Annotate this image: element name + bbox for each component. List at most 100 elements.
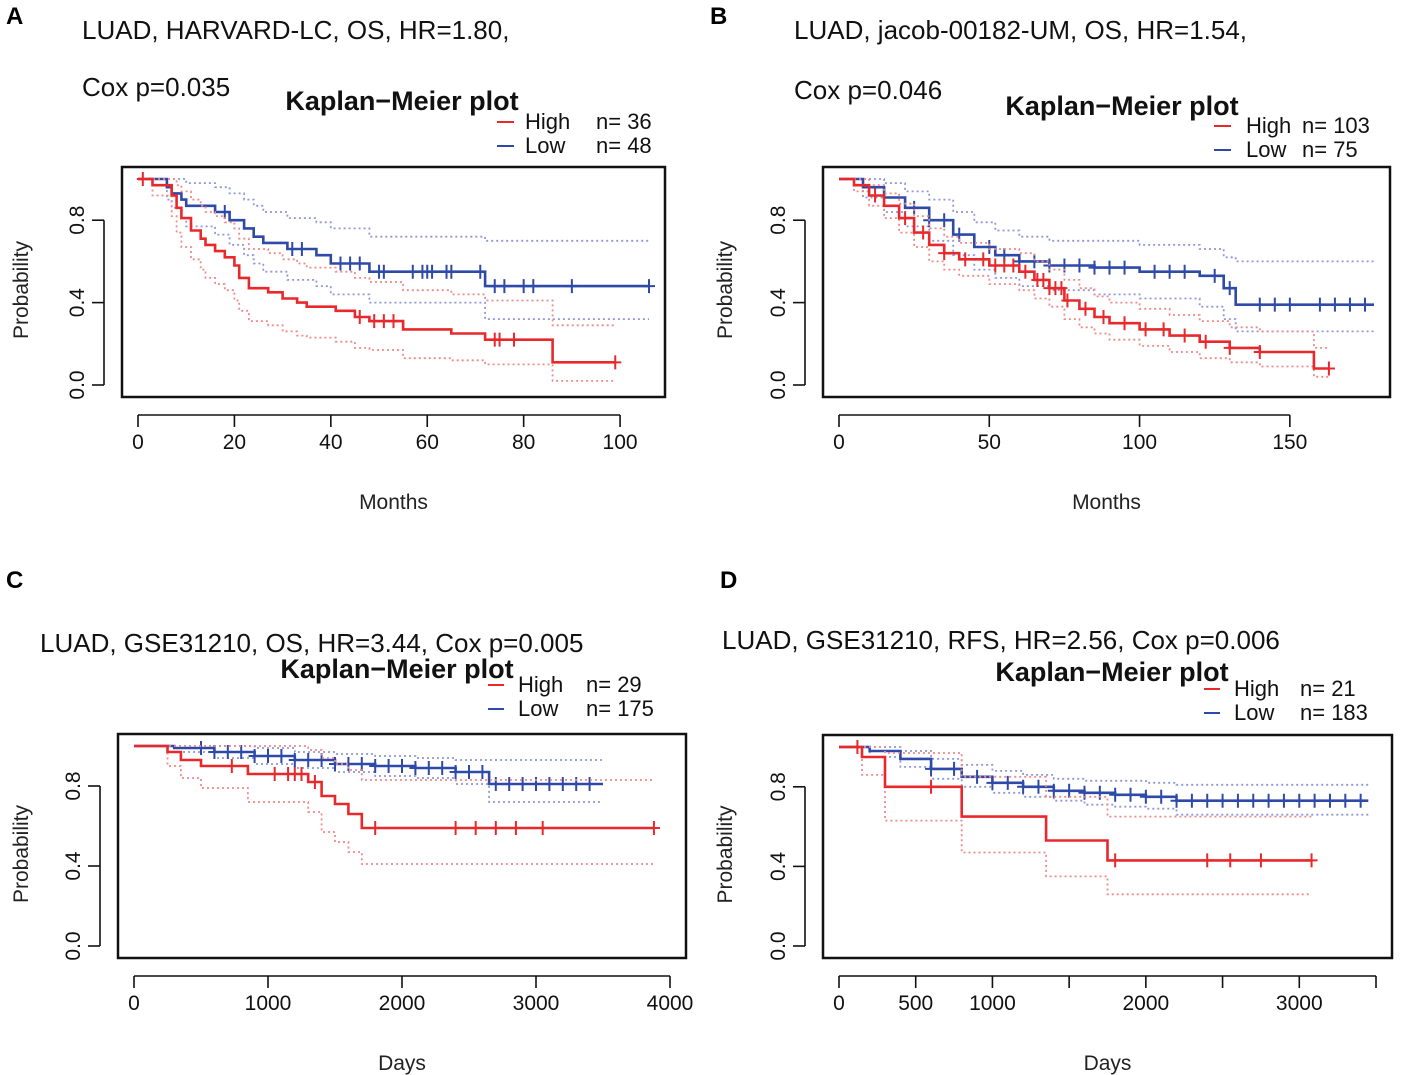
censor-mark-low: [908, 200, 921, 215]
censor-mark-high: [1253, 345, 1266, 360]
censor-mark-high: [308, 775, 321, 789]
legend-label-low: Low: [525, 133, 565, 158]
censor-mark-low: [1208, 268, 1221, 283]
censor-mark-high: [647, 821, 660, 835]
censor-mark-low: [382, 759, 395, 773]
y-tick-label: 0.8: [767, 772, 790, 801]
panel-a: A LUAD, HARVARD-LC, OS, HR=1.80, Cox p=0.0…: [0, 0, 704, 537]
censor-mark-low: [1216, 793, 1229, 808]
censor-mark-high: [353, 310, 366, 325]
censor-mark-low: [570, 777, 583, 791]
censor-mark-low: [1001, 775, 1014, 790]
censor-mark-low: [1032, 779, 1045, 794]
censor-mark-low: [295, 242, 308, 257]
censor-mark-low: [1103, 260, 1116, 275]
censor-mark-low: [208, 745, 221, 759]
censor-mark-low: [1124, 787, 1137, 802]
ci-upper-low: [839, 746, 1369, 786]
censor-mark-low: [302, 753, 315, 767]
censor-mark-low: [986, 775, 999, 790]
censor-mark-low: [476, 765, 489, 779]
censor-mark-low: [463, 765, 475, 779]
km-chart-c: C LUAD, GSE31210, OS, HR=3.44, Cox p=0.00…: [6, 567, 694, 1075]
legend-n-high: n= 21: [1300, 676, 1356, 701]
legend-n-high: n= 36: [596, 109, 652, 134]
km-chart-b: B LUAD, jacob-00182-UM, OS, HR=1.54, Cox p…: [710, 3, 1392, 514]
censor-mark-high: [1322, 361, 1335, 376]
censor-mark-low: [643, 279, 655, 294]
censor-mark-high: [1223, 340, 1236, 355]
ci-upper-high: [134, 745, 654, 781]
censor-mark-low: [925, 761, 938, 776]
series-low: [839, 745, 1369, 816]
censor-mark-high: [899, 211, 912, 226]
y-tick-label: 0.4: [62, 851, 85, 881]
censor-mark-high: [977, 252, 990, 267]
censor-mark-high: [1118, 316, 1131, 331]
ci-upper-high: [839, 178, 1329, 349]
plot-frame: [120, 165, 667, 399]
x-tick-label: 3000: [1276, 992, 1323, 1015]
censor-mark-low: [1170, 793, 1183, 808]
censor-mark-low: [1017, 779, 1030, 794]
ci-lower-high: [138, 178, 616, 382]
x-axis: 0 1000 2000 3000 4000: [128, 975, 694, 1015]
censor-mark-low: [474, 264, 487, 279]
x-axis: 0 50 100 150: [833, 414, 1307, 454]
y-tick-label: 0.0: [66, 370, 89, 399]
series-low: [839, 177, 1374, 333]
series-high: [839, 740, 1318, 896]
censor-mark-low: [353, 256, 366, 271]
censor-mark-low: [1343, 297, 1356, 312]
panel-heading: LUAD, HARVARD-LC, OS, HR=1.80,: [82, 15, 509, 45]
censor-mark-low: [436, 761, 449, 775]
y-tick-label: 0.8: [767, 206, 790, 235]
ci-lower-high: [134, 745, 654, 865]
censor-mark-high: [1157, 322, 1170, 337]
censor-mark-low: [1155, 789, 1168, 804]
km-chart-d: D LUAD, GSE31210, RFS, HR=2.56, Cox p=0.0…: [714, 567, 1394, 1075]
censor-mark-low: [409, 761, 422, 775]
censor-mark-low: [396, 759, 408, 773]
plot-frame: [821, 733, 1394, 960]
x-tick-label: 0: [128, 992, 140, 1015]
y-tick-label: 0.0: [767, 370, 790, 399]
censor-mark-low: [377, 264, 390, 279]
censor-mark-low: [218, 204, 231, 219]
y-axis-label: Probability: [10, 240, 33, 339]
series-high: [136, 172, 622, 382]
y-axis: 0.0 0.4 0.8: [767, 206, 806, 400]
legend-n-low: n= 175: [586, 696, 654, 721]
censor-mark-high: [1199, 334, 1212, 349]
x-tick-label: 4000: [647, 992, 694, 1015]
survival-curve-high: [134, 744, 654, 830]
censor-mark-low: [1063, 783, 1076, 798]
censor-mark-low: [938, 213, 951, 228]
ci-lower-high: [839, 746, 1312, 896]
x-axis-label: Days: [1084, 1052, 1132, 1075]
censor-mark-high: [1037, 272, 1050, 287]
censor-mark-low: [329, 757, 341, 771]
censor-mark-low: [248, 749, 261, 763]
ci-lower-low: [839, 178, 1374, 333]
censor-mark-low: [1328, 297, 1341, 312]
censor-mark-low: [221, 745, 234, 759]
y-axis-label: Probability: [10, 804, 33, 903]
censor-mark-low: [489, 777, 502, 791]
censor-mark-low: [355, 757, 368, 771]
legend-label-low: Low: [518, 696, 558, 721]
plot-title: Kaplan−Meier plot: [1005, 91, 1238, 121]
y-axis-label: Probability: [714, 240, 737, 339]
censor-mark-high: [851, 740, 864, 754]
censor-mark-low: [1268, 297, 1281, 312]
x-tick-label: 2000: [1122, 992, 1169, 1015]
x-tick-label: 100: [603, 431, 638, 454]
censor-mark-high: [387, 314, 400, 329]
legend-label-low: Low: [1246, 137, 1286, 162]
censor-mark-high: [469, 821, 482, 835]
y-tick-label: 0.8: [66, 206, 89, 235]
censor-mark-low: [530, 777, 542, 791]
survival-curve-high: [839, 745, 1312, 862]
legend-n-high: n= 29: [586, 672, 642, 697]
censor-mark-low: [1323, 793, 1336, 808]
